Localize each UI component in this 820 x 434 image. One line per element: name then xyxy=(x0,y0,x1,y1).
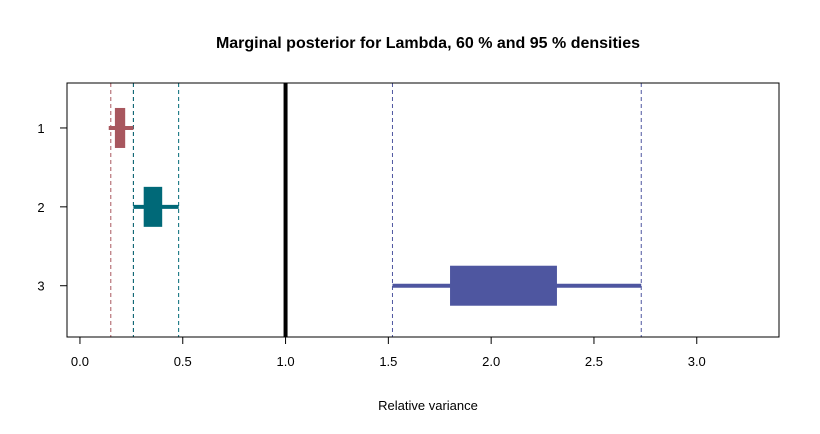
x-tick-label: 2.5 xyxy=(585,354,603,369)
interval-60-box xyxy=(450,265,557,306)
interval-60-box xyxy=(114,107,126,148)
x-tick-label: 0.0 xyxy=(71,354,89,369)
interval-60-box xyxy=(143,186,163,227)
y-tick-label: 1 xyxy=(37,121,44,136)
chart-title: Marginal posterior for Lambda, 60 % and … xyxy=(216,35,640,52)
x-tick-label: 2.0 xyxy=(482,354,500,369)
y-tick-label: 2 xyxy=(37,200,44,215)
x-tick-label: 3.0 xyxy=(688,354,706,369)
x-axis-label: Relative variance xyxy=(378,398,478,413)
x-tick-label: 1.0 xyxy=(277,354,295,369)
plot-frame xyxy=(66,82,780,338)
y-tick-label: 3 xyxy=(37,279,44,294)
x-tick-label: 1.5 xyxy=(379,354,397,369)
x-tick-label: 0.5 xyxy=(174,354,192,369)
